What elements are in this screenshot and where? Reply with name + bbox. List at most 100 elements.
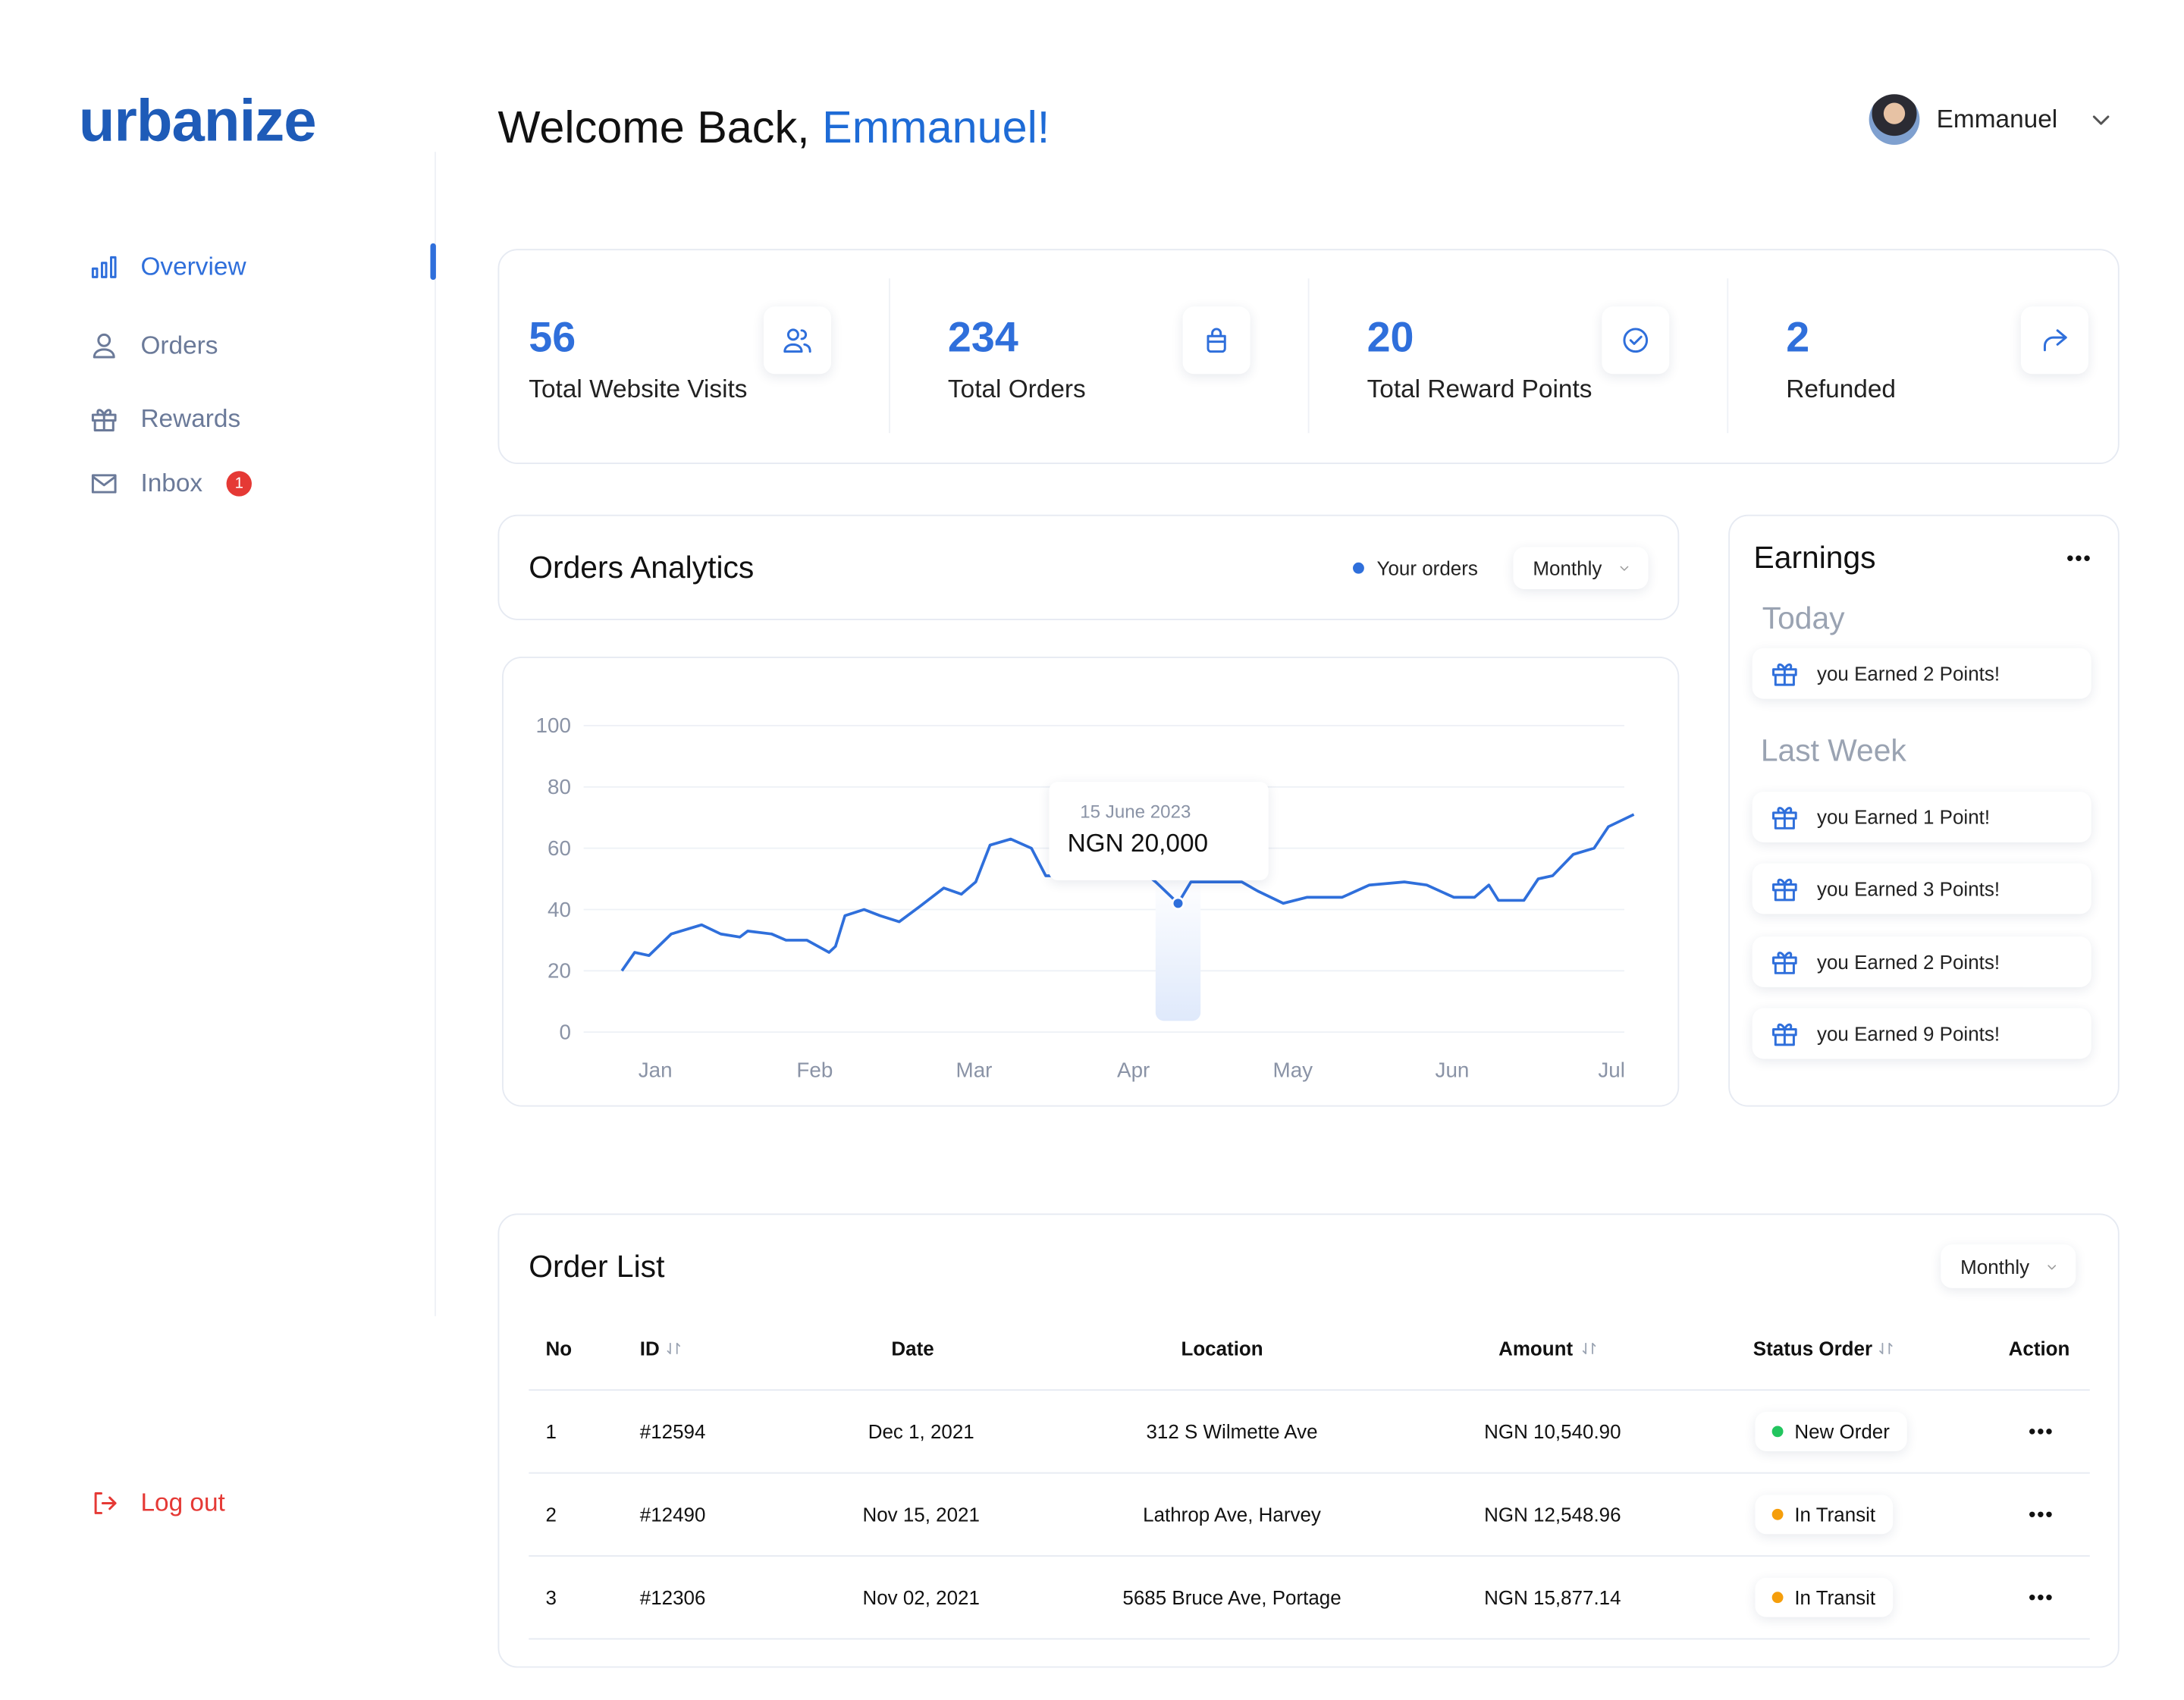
- dot: [2046, 1511, 2052, 1518]
- cell-location: Lathrop Ave, Harvey: [1143, 1503, 1321, 1526]
- cell-amount: NGN 10,540.90: [1484, 1420, 1621, 1443]
- icon-stroke: [97, 333, 111, 347]
- stat-icon-box: [1602, 306, 1670, 375]
- bars-icon: [91, 256, 117, 278]
- chev-icon: [2092, 115, 2110, 125]
- nav-badge: 1: [226, 471, 252, 497]
- gift-icon: [1772, 807, 1797, 830]
- icon-stroke: [786, 328, 799, 341]
- icon-stroke: [2048, 1265, 2057, 1270]
- sort-icon: [667, 1342, 680, 1355]
- chev-icon: [1620, 566, 1629, 571]
- dots-icon[interactable]: [2026, 1583, 2054, 1611]
- chev-icon: [2048, 1265, 2057, 1270]
- status-dot: [1771, 1508, 1784, 1520]
- dots-icon[interactable]: [2026, 1417, 2054, 1445]
- column-header: No: [545, 1337, 573, 1360]
- icon-stroke: [91, 409, 117, 431]
- cell-date: Dec 1, 2021: [868, 1420, 974, 1443]
- tooltip-value: NGN 20,000: [1067, 829, 1209, 858]
- gift-icon: [1772, 952, 1797, 974]
- row-divider: [529, 1389, 2090, 1391]
- icon-stroke: [94, 1491, 117, 1514]
- earning-item: [1752, 1008, 2091, 1059]
- user-icon: [93, 333, 115, 359]
- cell-date: Nov 02, 2021: [862, 1586, 980, 1609]
- dot: [2076, 555, 2082, 561]
- gift-icon: [1772, 878, 1797, 902]
- cell-id: #12594: [639, 1420, 706, 1443]
- status-dot: [1771, 1426, 1784, 1438]
- tooltip-date: 15 June 2023: [1080, 801, 1191, 822]
- avatar: [1869, 94, 1920, 146]
- stat-label: Total Reward Points: [1367, 375, 1592, 403]
- user-menu: Emmanuel: [1936, 105, 2058, 133]
- gift-icon: [1772, 663, 1797, 686]
- x-tick-label: May: [1273, 1059, 1313, 1082]
- x-tick-label: Jul: [1598, 1059, 1625, 1082]
- earning-text: you Earned 1 Point!: [1817, 805, 1991, 829]
- y-tick-label: 80: [548, 775, 571, 798]
- stat-value: 234: [947, 315, 1018, 362]
- gift-icon: [91, 409, 117, 431]
- row-divider: [529, 1472, 2090, 1474]
- column-header: Amount: [1498, 1337, 1574, 1360]
- logo: urbanize: [78, 86, 317, 154]
- nav-item: Orders: [140, 331, 218, 359]
- dots-icon[interactable]: [2026, 1501, 2054, 1529]
- analytics-header-card: [497, 514, 1680, 620]
- x-tick-label: Apr: [1117, 1059, 1150, 1082]
- status-pill: New Order: [1755, 1411, 1907, 1451]
- share-icon: [2043, 329, 2067, 352]
- dot: [2067, 555, 2073, 561]
- hover-column: [1155, 875, 1201, 1021]
- period-label: Monthly: [1533, 557, 1602, 580]
- period-label: Monthly: [1960, 1256, 2030, 1278]
- y-tick-label: 60: [548, 836, 571, 860]
- x-tick-label: Feb: [796, 1059, 833, 1082]
- x-tick-label: Mar: [956, 1059, 993, 1082]
- status-pill: In Transit: [1755, 1577, 1893, 1617]
- icon-stroke: [91, 474, 117, 494]
- icon-stroke: [93, 348, 115, 359]
- welcome-heading: Welcome Back, Emmanuel!: [497, 102, 1050, 154]
- earning-text: you Earned 2 Points!: [1817, 662, 2000, 685]
- stat-value: 56: [529, 315, 576, 362]
- cell-location: 5685 Bruce Ave, Portage: [1122, 1586, 1341, 1609]
- dot: [2029, 1511, 2035, 1518]
- stat-divider: [1727, 278, 1729, 434]
- y-tick-label: 20: [548, 959, 571, 983]
- cell-amount: NGN 12,548.96: [1484, 1503, 1621, 1526]
- stat-divider: [1307, 278, 1310, 434]
- icon-stroke: [91, 256, 117, 278]
- logout-button: Log out: [140, 1488, 225, 1517]
- stat-icon-box: [1182, 306, 1250, 375]
- dot: [2038, 1511, 2044, 1518]
- icon-stroke: [1629, 335, 1643, 345]
- icon-stroke: [2043, 329, 2067, 352]
- cell-no: 2: [545, 1503, 557, 1526]
- stat-icon-box: [2020, 306, 2088, 375]
- section-title: Orders Analytics: [529, 550, 755, 585]
- stat-divider: [889, 278, 890, 434]
- nav-item: Inbox: [140, 469, 203, 497]
- icon-stroke: [1772, 878, 1797, 902]
- sidebar-divider: [435, 152, 436, 1316]
- earning-item: [1752, 792, 2091, 842]
- status-text: New Order: [1794, 1420, 1890, 1443]
- group-label: Last Week: [1760, 732, 1906, 768]
- dot: [2046, 1595, 2052, 1601]
- row-divider: [529, 1555, 2090, 1557]
- period-select[interactable]: [1941, 1244, 2076, 1288]
- user-name: Emmanuel!: [822, 102, 1050, 153]
- gift-icon: [1772, 1023, 1797, 1046]
- status-pill: In Transit: [1755, 1495, 1893, 1535]
- stat-value: 20: [1367, 315, 1414, 362]
- cell-no: 3: [545, 1586, 557, 1609]
- legend-dot: [1353, 562, 1364, 574]
- x-tick-label: Jan: [639, 1059, 673, 1082]
- cell-id: #12490: [639, 1503, 706, 1526]
- icon-stroke: [1772, 807, 1797, 830]
- stat-label: Total Orders: [947, 375, 1086, 403]
